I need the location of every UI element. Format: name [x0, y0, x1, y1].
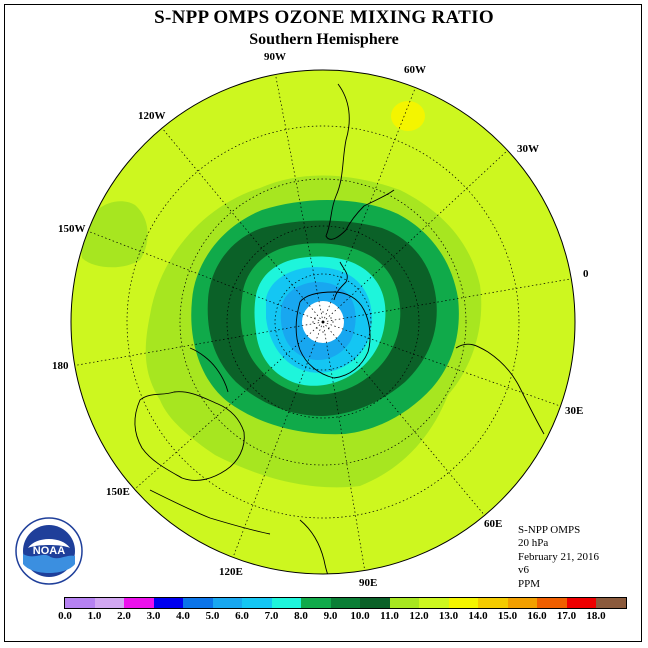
- contour-band-11-west: [80, 201, 148, 268]
- info-level: 20 hPa: [518, 537, 549, 550]
- colorbar-segment: [478, 598, 508, 608]
- lon-label-150w: 150W: [58, 223, 86, 235]
- lon-label-120e: 120E: [219, 566, 243, 578]
- colorbar-segment: [448, 598, 478, 608]
- colorbar-tick-label: 5.0: [205, 610, 220, 622]
- lon-label-0: 0: [583, 268, 589, 280]
- info-block: S-NPP OMPS 20 hPa February 21, 2016 v6 P…: [518, 524, 599, 591]
- coast-australia: [134, 391, 245, 481]
- lon-label-150e: 150E: [106, 486, 130, 498]
- lon-label-120w: 120W: [138, 110, 166, 122]
- colorbar-segment: [124, 598, 154, 608]
- lon-label-90w: 90W: [264, 51, 286, 63]
- colorbar-segment: [271, 598, 301, 608]
- noaa-logo-text: NOAA: [33, 545, 65, 557]
- contour-band-13: [391, 101, 425, 131]
- figure-frame: [4, 4, 642, 642]
- info-instrument: S-NPP OMPS: [518, 524, 581, 536]
- coast-antarctica: [295, 291, 371, 379]
- lon-label-90e: 90E: [359, 577, 378, 589]
- colorbar-tick-label: 9.0: [323, 610, 338, 622]
- colorbar-segment: [596, 598, 626, 608]
- colorbar-tick-label: 6.0: [235, 610, 249, 622]
- colorbar-tick-label: 14.0: [468, 610, 488, 622]
- colorbar-segment: [537, 598, 567, 608]
- colorbar-tick-labels: 0.0 1.0 2.0 3.0 4.0 5.0 6.0 7.0 8.0 9.0 10.0 11.0 12…: [0, 610, 648, 624]
- colorbar-tick-label: 18.0: [586, 610, 606, 622]
- coast-south-america: [325, 83, 395, 240]
- map-boundary: [70, 69, 576, 575]
- info-units: PPM: [518, 577, 541, 590]
- colorbar-tick-label: 16.0: [527, 610, 547, 622]
- coast-new-zealand: [189, 347, 229, 393]
- coast-africa: [455, 343, 545, 435]
- noaa-logo-icon: NOAA: [15, 517, 83, 585]
- colorbar-segment: [330, 598, 360, 608]
- colorbar-tick-label: 17.0: [556, 610, 577, 622]
- lon-label-60e: 60E: [484, 518, 503, 530]
- colorbar-tick-label: 13.0: [438, 610, 459, 622]
- colorbar-tick-label: 7.0: [264, 610, 279, 622]
- coastlines: [134, 83, 545, 574]
- coast-indonesia: [149, 489, 271, 535]
- colorbar-segment: [566, 598, 596, 608]
- colorbar-tick-label: 2.0: [117, 610, 131, 622]
- coast-india: [299, 519, 331, 574]
- colorbar-tick-label: 11.0: [380, 610, 399, 622]
- colorbar-tick-label: 8.0: [294, 610, 308, 622]
- colorbar-segment: [389, 598, 419, 608]
- colorbar-segment: [65, 598, 95, 608]
- map-subtitle: Southern Hemisphere: [249, 31, 399, 48]
- lon-label-60w: 60W: [404, 64, 426, 76]
- colorbar-segment: [507, 598, 537, 608]
- meridians: [71, 71, 575, 573]
- colorbar-segment: [419, 598, 449, 608]
- coast-antarctic-peninsula: [333, 261, 348, 301]
- lon-label-30e: 30E: [565, 405, 584, 417]
- colorbar-segment: [183, 598, 213, 608]
- colorbar-tick-label: 1.0: [87, 610, 102, 622]
- latitude-circles: [126, 125, 520, 519]
- info-date: February 21, 2016: [518, 550, 599, 563]
- colorbar-tick-label: 15.0: [497, 610, 518, 622]
- info-version: v6: [518, 564, 529, 577]
- colorbar: [64, 597, 627, 609]
- colorbar-segment: [153, 598, 183, 608]
- lon-label-30w: 30W: [517, 143, 539, 155]
- colorbar-tick-label: 12.0: [409, 610, 429, 622]
- map-title: S-NPP OMPS OZONE MIXING RATIO: [154, 7, 494, 28]
- colorbar-tick-label: 4.0: [176, 610, 190, 622]
- colorbar-segment: [301, 598, 331, 608]
- colorbar-tick-label: 0.0: [58, 610, 72, 622]
- colorbar-segment: [242, 598, 272, 608]
- colorbar-segment: [94, 598, 124, 608]
- colorbar-tick-label: 3.0: [146, 610, 161, 622]
- colorbar-segment: [360, 598, 390, 608]
- lon-label-180: 180: [52, 360, 69, 372]
- colorbar-tick-label: 10.0: [350, 610, 370, 622]
- colorbar-segment: [212, 598, 242, 608]
